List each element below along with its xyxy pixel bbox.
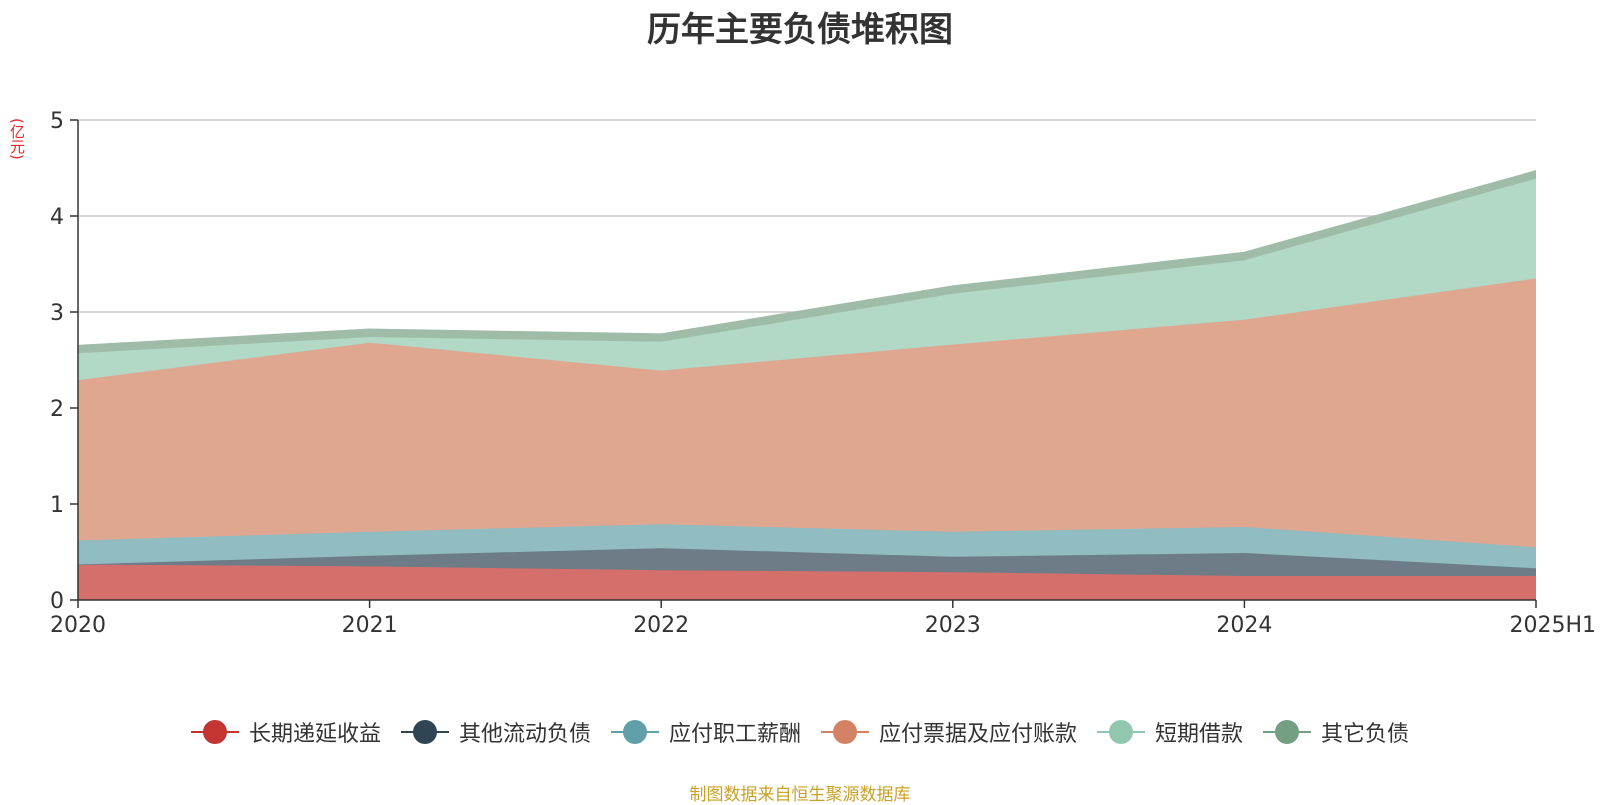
chart-title: 历年主要负债堆积图 [647, 10, 953, 50]
x-tick-label: 2022 [633, 613, 689, 638]
area-series-1 [78, 564, 1536, 600]
tick-labels: 0 1 2 3 4 5 2020 2021 2022 2023 2024 2025H1 [50, 109, 1596, 638]
y-tick-label: 4 [50, 205, 64, 230]
legend-dot-icon [412, 720, 437, 744]
legend-label: 长期递延收益 [248, 722, 381, 747]
area-series-5 [78, 178, 1536, 381]
legend: 长期递延收益 其他流动负债 应付职工薪酬 应付票据及应付账款 短期借款 其它负债 [0, 716, 1600, 748]
x-tick-label: 2021 [342, 613, 398, 638]
legend-label: 应付职工薪酬 [668, 722, 801, 747]
x-tick-label: 2025H1 [1509, 613, 1596, 638]
legend-dot-icon [1275, 720, 1300, 744]
stacked-area-chart: 0 1 2 3 4 5 2020 2021 2022 2023 2024 2025H1 [50, 109, 1596, 638]
legend-marker-icon [821, 719, 869, 745]
legend-label: 其它负债 [1321, 722, 1410, 747]
area-series-4 [78, 278, 1536, 548]
legend-label: 其他流动负债 [458, 722, 591, 747]
legend-label: 短期借款 [1155, 722, 1244, 747]
series-line-6 [77, 170, 1537, 347]
area-series-2 [78, 548, 1536, 576]
area-series-6 [78, 170, 1536, 354]
y-tick-label: 0 [50, 589, 64, 614]
y-axis-unit-label: (亿元) [8, 118, 26, 160]
legend-dot-icon [202, 720, 227, 744]
legend-marker-icon [1263, 719, 1312, 745]
x-tick-label: 2020 [50, 613, 106, 638]
legend-label: 应付票据及应付账款 [879, 722, 1078, 747]
legend-marker-icon [400, 719, 449, 745]
y-tick-label: 3 [50, 301, 64, 326]
legend-dot-icon [622, 720, 647, 744]
legend-item-1[interactable]: 长期递延收益 [190, 716, 381, 748]
source-note: 制图数据来自恒生聚源数据库 [689, 785, 911, 805]
legend-marker-icon [1097, 719, 1146, 745]
legend-dot-icon [833, 720, 857, 744]
area-series-3 [78, 524, 1536, 569]
axes [70, 119, 1537, 608]
legend-dot-icon [1109, 720, 1134, 744]
y-tick-label: 5 [50, 109, 64, 134]
x-tick-label: 2023 [925, 613, 981, 638]
legend-item-6[interactable]: 其它负债 [1263, 716, 1409, 748]
y-tick-label: 2 [50, 397, 64, 422]
y-tick-label: 1 [50, 493, 64, 518]
x-tick-label: 2024 [1216, 613, 1272, 638]
legend-marker-icon [610, 719, 659, 745]
legend-marker-icon [190, 719, 239, 745]
legend-item-4[interactable]: 应付票据及应付账款 [821, 716, 1077, 748]
legend-item-5[interactable]: 短期借款 [1097, 716, 1243, 748]
legend-item-2[interactable]: 其他流动负债 [400, 716, 591, 748]
legend-item-3[interactable]: 应付职工薪酬 [610, 716, 801, 748]
area-series-group [77, 170, 1537, 600]
